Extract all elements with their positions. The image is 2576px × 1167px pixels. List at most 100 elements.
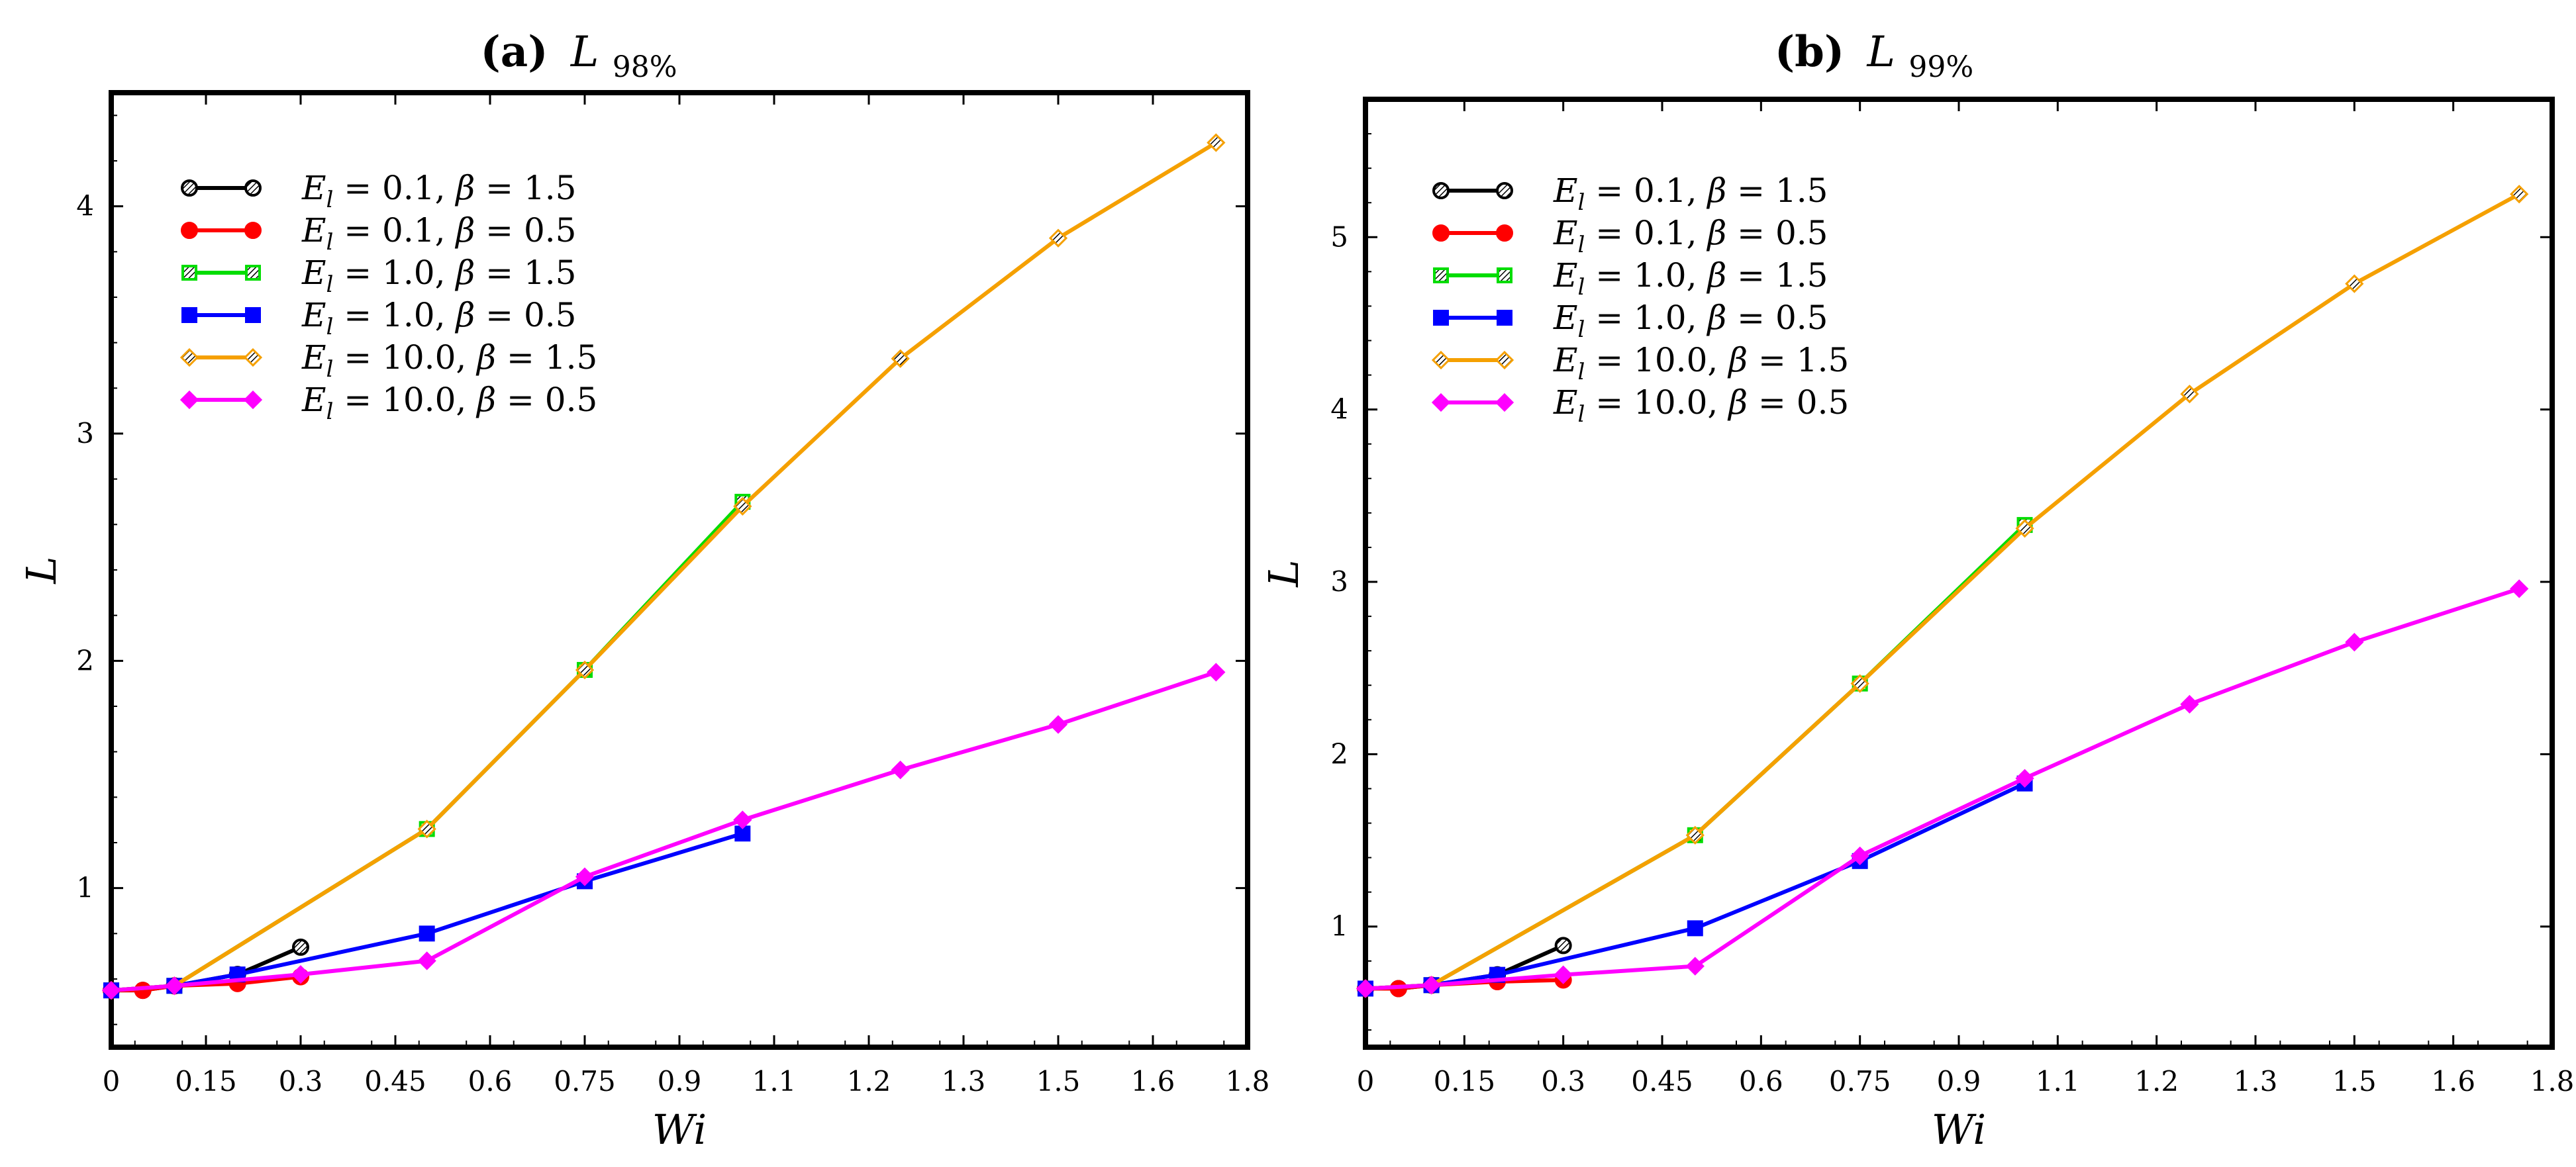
x-tick-label: 0.15 (175, 1065, 237, 1097)
data-point (1048, 715, 1068, 734)
legend-label: El = 0.1, β = 1.5 (301, 169, 576, 213)
legend-item: El = 0.1, β = 1.5 (1432, 171, 1828, 216)
y-tick-label: 2 (76, 644, 94, 677)
legend-marker-left (1433, 267, 1449, 283)
series-el-1.0-beta-1.5 (103, 494, 751, 999)
panel-a-x-ticks: 0 0.15 0.3 0.45 0.6 0.75 0.9 1.1 1.2 1.3 1.5 1.6 1.8 (103, 93, 1270, 1097)
data-point (101, 981, 121, 1000)
series-el-10.0-beta-1.5 (1356, 185, 2529, 998)
legend-label: El = 1.0, β = 1.5 (301, 254, 576, 298)
legend-marker-left (181, 265, 197, 281)
x-tick-label: 1.6 (1131, 1065, 1175, 1097)
x-tick-label: 0.6 (1739, 1065, 1783, 1097)
legend-label: El = 10.0, β = 1.5 (301, 338, 597, 383)
panel-a-y-axis-label: L (17, 556, 66, 584)
legend-item: El = 10.0, β = 0.5 (179, 381, 597, 425)
legend-marker-right (245, 265, 261, 281)
data-point (1685, 957, 1705, 976)
legend-marker-right (1497, 267, 1512, 283)
y-tick-label: 3 (1330, 565, 1348, 598)
legend-marker-left (181, 222, 198, 239)
legend-item: El = 1.0, β = 1.5 (1433, 256, 1828, 301)
panel-a-title-subscript: 98% (613, 50, 677, 84)
panel-b: (b) L 99% 0 0.15 0.3 0.45 0.6 0.75 0.9 1.1 1.2 1.… (1260, 27, 2574, 1154)
series-line (1365, 192, 2520, 991)
data-point (2345, 274, 2364, 293)
data-point (417, 819, 436, 839)
x-tick-label: 0.9 (658, 1065, 702, 1097)
x-tick-label: 1.3 (2234, 1065, 2278, 1097)
legend-marker-right (1496, 224, 1513, 242)
data-point (2510, 579, 2529, 598)
data-point (1207, 663, 1226, 682)
data-point (1048, 228, 1068, 248)
data-point (1850, 846, 1869, 866)
panel-b-y-axis-label: L (1260, 559, 1308, 587)
data-point (733, 810, 752, 829)
x-tick-label: 0.6 (468, 1065, 513, 1097)
legend-label: El = 1.0, β = 0.5 (1553, 299, 1828, 343)
series-el-10.0-beta-1.5 (101, 133, 1226, 1000)
series-line (1365, 586, 2520, 991)
legend-marker-left (1431, 393, 1451, 412)
legend-label: El = 0.1, β = 1.5 (1553, 171, 1828, 216)
legend-marker-left (179, 348, 199, 367)
data-point (891, 349, 910, 368)
x-tick-label: 1.3 (942, 1065, 986, 1097)
data-point (1687, 920, 1703, 937)
panel-a-title-prefix: (a) (480, 27, 548, 77)
y-tick-label: 1 (1330, 910, 1348, 943)
data-point (2015, 519, 2034, 538)
data-point (2345, 633, 2364, 652)
x-tick-label: 1.5 (2332, 1065, 2377, 1097)
legend-marker-right (245, 307, 261, 323)
x-tick-label: 0.3 (1541, 1065, 1585, 1097)
legend-marker-left (1431, 350, 1451, 370)
x-tick-label: 1.8 (1226, 1065, 1270, 1097)
data-point (1850, 674, 1869, 693)
panel-b-title-symbol: L (1867, 28, 1896, 77)
legend-label: El = 1.0, β = 1.5 (1553, 256, 1828, 301)
panel-a-legend: El = 0.1, β = 1.5El = 0.1, β = 0.5El = 1… (179, 169, 597, 425)
x-tick-label: 0.9 (1937, 1065, 1981, 1097)
panel-a-title-symbol: L (570, 28, 599, 77)
y-tick-label: 5 (1330, 220, 1348, 253)
series-line (111, 500, 744, 993)
legend-item: El = 10.0, β = 0.5 (1431, 383, 1849, 428)
series-line (111, 670, 1217, 993)
y-tick-label: 4 (76, 190, 94, 222)
legend-item: El = 0.1, β = 0.5 (1432, 214, 1828, 258)
legend-label: El = 0.1, β = 0.5 (301, 211, 576, 256)
series-el-10.0-beta-0.5 (101, 663, 1226, 1000)
panel-a-x-axis-label: Wi (652, 1105, 707, 1154)
y-tick-label: 4 (1330, 393, 1348, 426)
data-point (2510, 185, 2529, 204)
legend-item: El = 0.1, β = 1.5 (181, 169, 576, 213)
data-point (419, 925, 435, 942)
x-tick-label: 0.75 (554, 1065, 616, 1097)
legend-marker-right (1496, 182, 1513, 199)
legend-marker-left (1432, 182, 1450, 199)
legend-marker-left (1433, 310, 1449, 326)
x-tick-label: 1.2 (2134, 1065, 2179, 1097)
panel-b-series-group (1356, 185, 2529, 998)
x-tick-label: 0.45 (1631, 1065, 1693, 1097)
panel-b-x-ticks: 0 0.15 0.3 0.45 0.6 0.75 0.9 1.1 1.2 1.3 1.5 1.6 1.8 (1357, 99, 2574, 1097)
legend-marker-left (181, 307, 197, 323)
legend-item: El = 1.0, β = 0.5 (1433, 299, 1828, 343)
panel-a-series-group (101, 133, 1226, 1000)
y-tick-label: 2 (1330, 737, 1348, 770)
legend-marker-right (1497, 310, 1512, 326)
legend-label: El = 10.0, β = 0.5 (1553, 383, 1849, 428)
legend-item: El = 10.0, β = 1.5 (1431, 341, 1849, 385)
legend-marker-right (243, 390, 263, 410)
legend-item: El = 1.0, β = 0.5 (181, 296, 576, 340)
data-point (1685, 825, 1705, 845)
panel-b-title-prefix: (b) (1775, 27, 1844, 77)
data-point (2180, 694, 2199, 714)
x-tick-label: 1.2 (847, 1065, 891, 1097)
x-tick-label: 0.45 (364, 1065, 426, 1097)
x-tick-label: 0.3 (279, 1065, 323, 1097)
panel-b-plot-frame (1363, 97, 2555, 1050)
